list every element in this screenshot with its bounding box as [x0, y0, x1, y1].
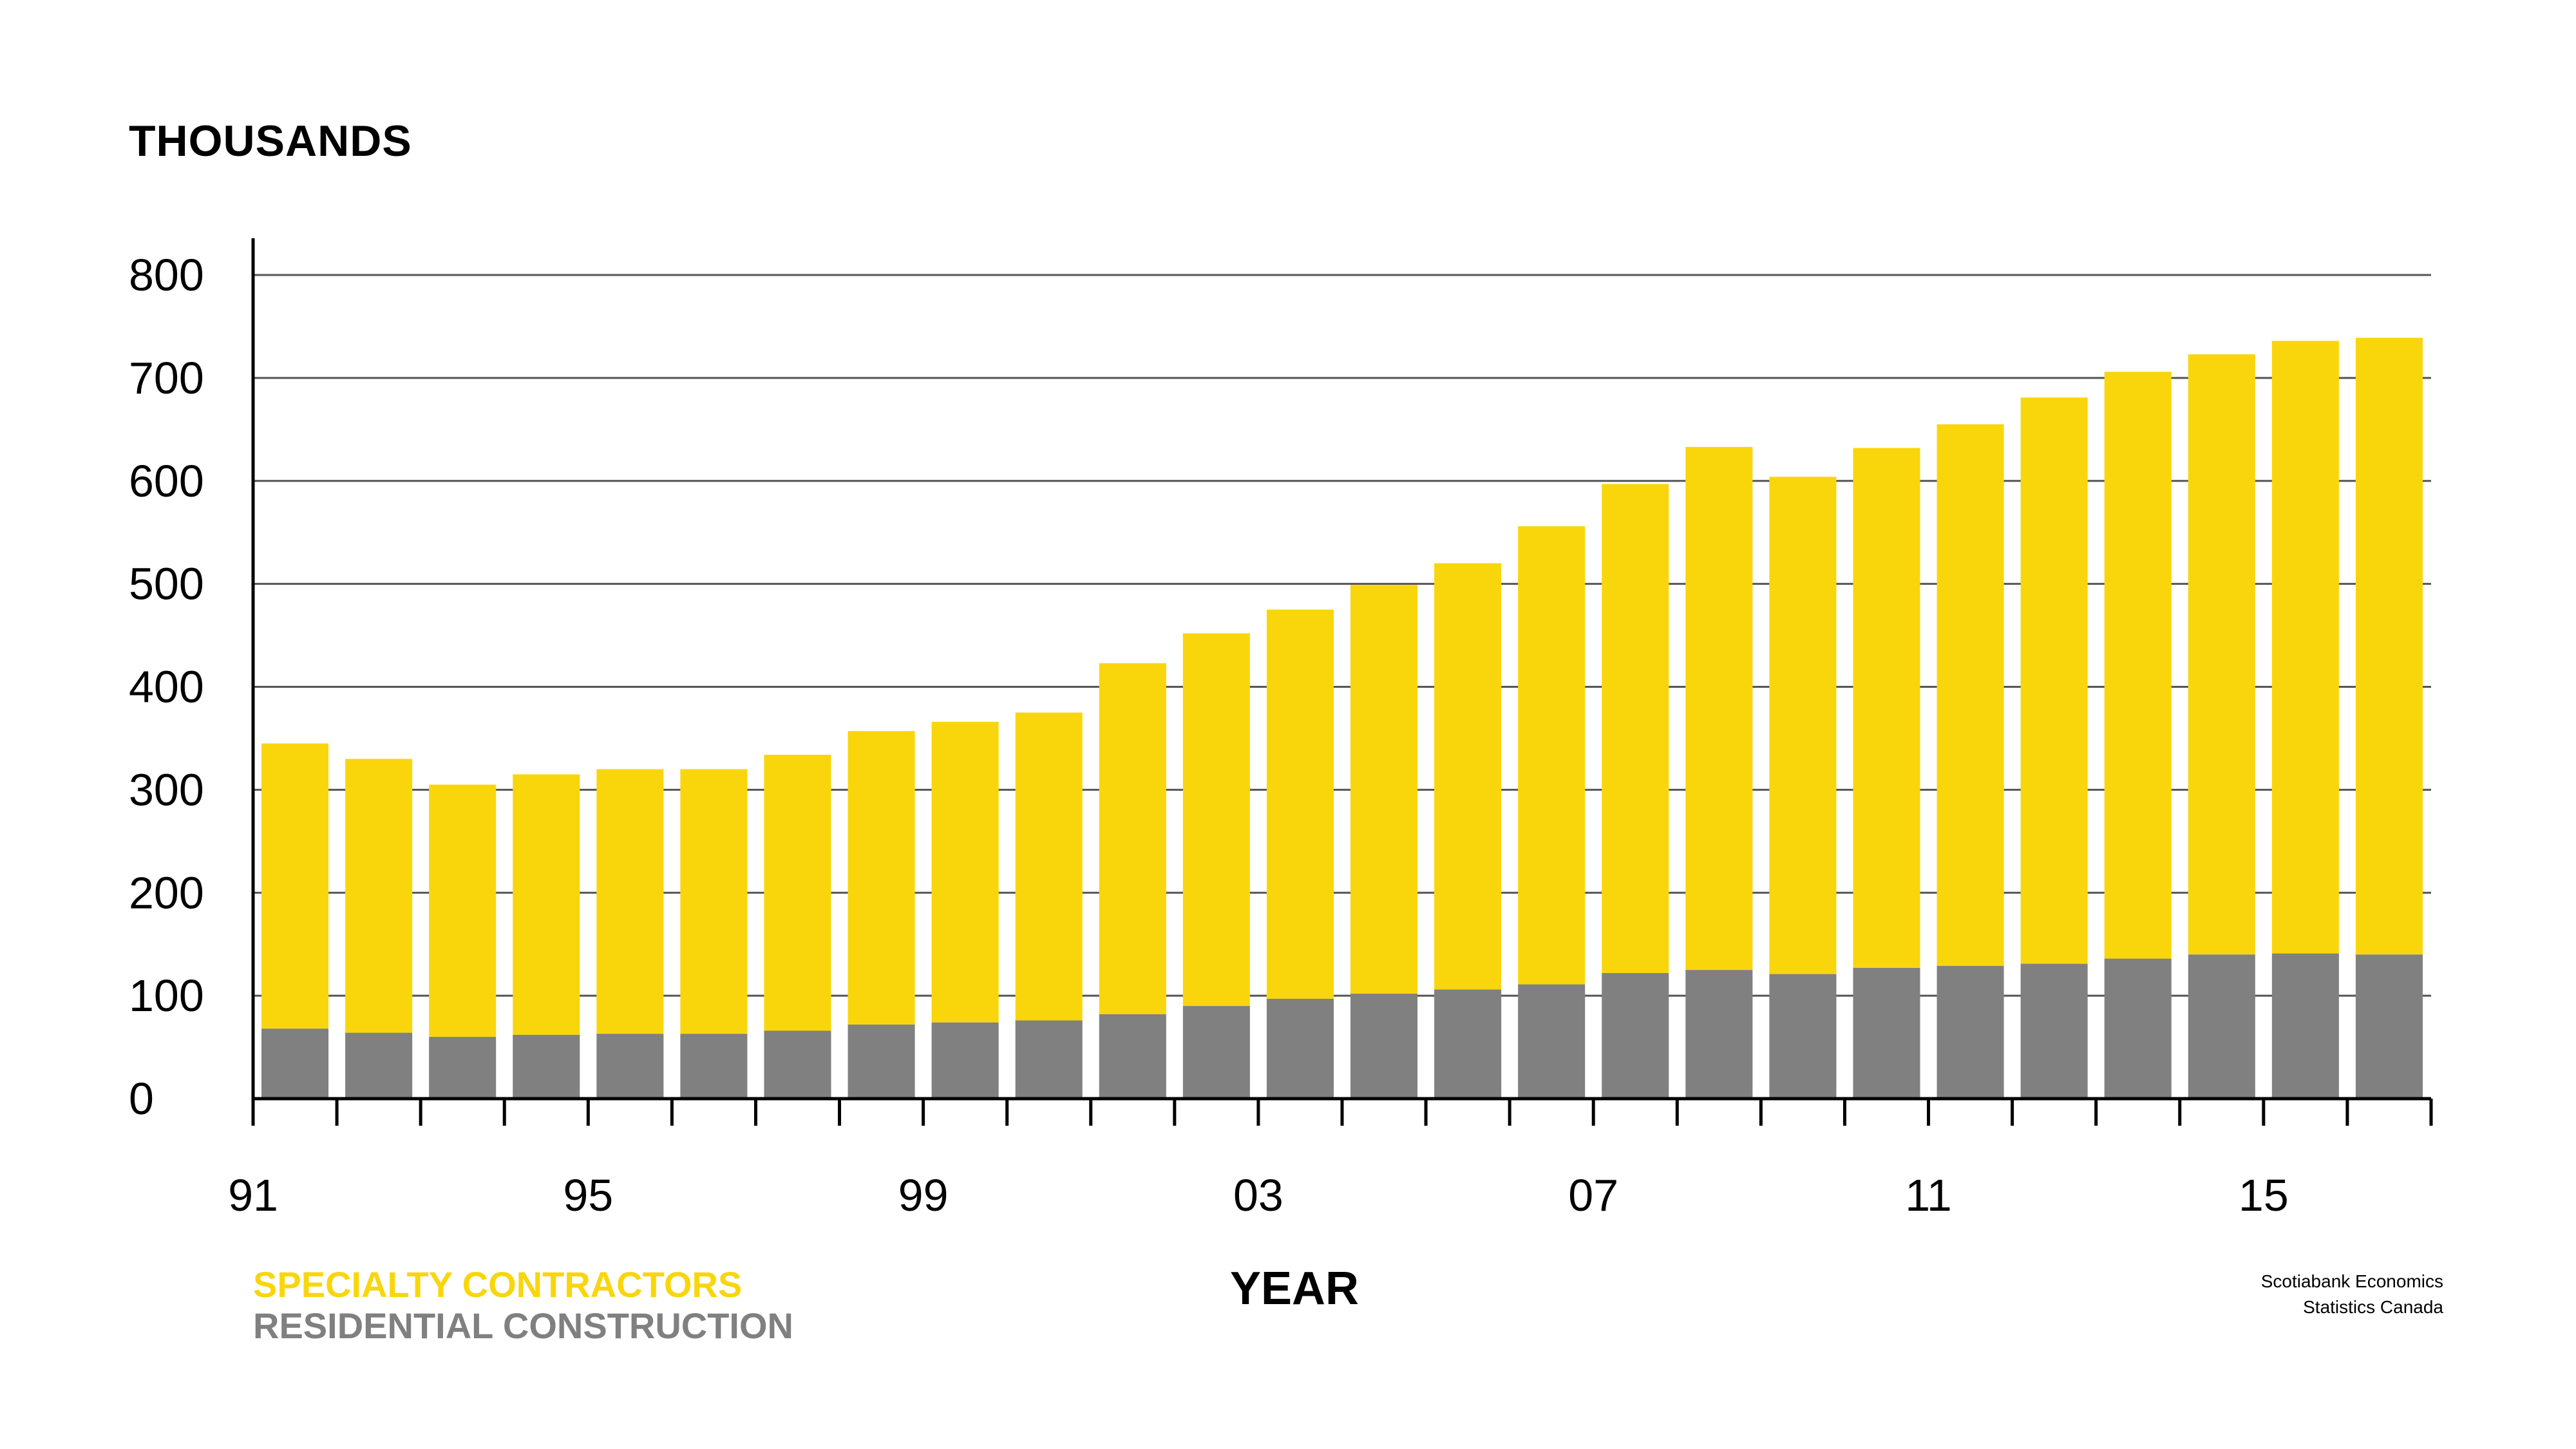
bar-residential-03 — [1266, 998, 1334, 1099]
legend-item-specialty-contractors: SPECIALTY CONTRACTORS — [253, 1264, 743, 1305]
bar-residential-08 — [1685, 970, 1753, 1099]
y-tick-label-700: 700 — [129, 353, 204, 403]
y-tick-label-300: 300 — [129, 764, 204, 815]
bar-specialty-04 — [1350, 585, 1418, 994]
bar-residential-06 — [1518, 984, 1586, 1099]
bar-specialty-12 — [2020, 397, 2088, 964]
bar-specialty-91 — [261, 743, 329, 1029]
y-tick-labels: 0 100 200 300 400 500 600 700 800 — [129, 250, 204, 1124]
bar-residential-01 — [1099, 1014, 1166, 1099]
bar-residential-07 — [1602, 972, 1669, 1099]
x-tick-label-91: 91 — [228, 1170, 278, 1220]
y-tick-label-400: 400 — [129, 662, 204, 712]
legend-item-residential-construction: RESIDENTIAL CONSTRUCTION — [253, 1305, 793, 1346]
x-tick-label-95: 95 — [563, 1170, 613, 1220]
y-tick-label-500: 500 — [129, 559, 204, 609]
bar-residential-92 — [345, 1032, 413, 1099]
bar-specialty-00 — [1015, 712, 1083, 1021]
bar-residential-04 — [1350, 993, 1418, 1099]
y-tick-label-600: 600 — [129, 456, 204, 506]
bar-residential-00 — [1015, 1020, 1083, 1099]
bar-residential-15 — [2271, 953, 2339, 1099]
bar-residential-93 — [429, 1037, 497, 1099]
bar-specialty-15 — [2271, 341, 2339, 954]
y-tick-label-800: 800 — [129, 250, 204, 300]
bar-residential-02 — [1182, 1006, 1250, 1099]
x-tick-label-11: 11 — [1905, 1170, 1952, 1220]
bar-specialty-98 — [848, 731, 915, 1025]
bar-specialty-93 — [429, 784, 497, 1037]
bar-specialty-03 — [1266, 609, 1334, 999]
y-tick-label-200: 200 — [129, 867, 204, 918]
bar-specialty-95 — [596, 769, 664, 1034]
y-tick-label-0: 0 — [129, 1074, 154, 1124]
source-note: Scotiabank Economics Statistics Canada — [2261, 1269, 2443, 1320]
bar-residential-14 — [2188, 954, 2255, 1099]
bar-residential-97 — [764, 1030, 831, 1099]
bar-specialty-10 — [1853, 448, 1920, 968]
bar-specialty-01 — [1099, 663, 1166, 1014]
bar-residential-99 — [931, 1022, 999, 1099]
bar-residential-12 — [2020, 963, 2088, 1099]
bar-specialty-97 — [764, 755, 831, 1031]
bars — [261, 337, 2423, 1099]
bar-specialty-92 — [345, 759, 413, 1033]
bar-specialty-11 — [1937, 424, 2004, 966]
bar-specialty-94 — [513, 774, 580, 1035]
x-axis-title: YEAR — [1230, 1263, 1359, 1314]
bar-specialty-09 — [1769, 477, 1837, 974]
bar-specialty-06 — [1518, 526, 1586, 985]
bar-residential-16 — [2355, 954, 2423, 1099]
bar-residential-09 — [1769, 974, 1837, 1099]
y-axis-title: THOUSANDS — [129, 117, 412, 166]
bar-specialty-13 — [2104, 372, 2172, 959]
y-tick-label-100: 100 — [129, 971, 204, 1021]
axes — [251, 238, 2433, 1126]
source-line-2: Statistics Canada — [2303, 1297, 2443, 1317]
x-tick-label-15: 15 — [2239, 1170, 2289, 1220]
bar-specialty-08 — [1685, 446, 1753, 971]
bar-specialty-99 — [931, 721, 999, 1023]
bar-residential-95 — [596, 1034, 664, 1099]
bar-specialty-14 — [2188, 354, 2255, 955]
x-tick-label-03: 03 — [1233, 1170, 1283, 1220]
x-tick-label-99: 99 — [898, 1170, 949, 1220]
bar-specialty-05 — [1434, 563, 1502, 990]
bar-specialty-96 — [680, 769, 748, 1034]
x-tick-label-07: 07 — [1568, 1170, 1618, 1220]
x-tick-labels: 91 95 99 03 07 11 15 — [228, 1170, 2289, 1220]
bar-specialty-16 — [2355, 337, 2423, 955]
legend: SPECIALTY CONTRACTORS RESIDENTIAL CONSTR… — [253, 1264, 793, 1347]
bar-residential-10 — [1853, 967, 1920, 1099]
bar-residential-91 — [261, 1028, 329, 1099]
bar-specialty-07 — [1602, 484, 1669, 973]
bar-residential-11 — [1937, 965, 2004, 1099]
source-line-1: Scotiabank Economics — [2260, 1271, 2443, 1291]
bar-specialty-02 — [1182, 633, 1250, 1007]
bar-residential-13 — [2104, 958, 2172, 1099]
bar-residential-05 — [1434, 989, 1502, 1099]
bar-residential-96 — [680, 1034, 748, 1099]
bar-residential-94 — [513, 1034, 580, 1099]
bar-residential-98 — [848, 1024, 915, 1099]
